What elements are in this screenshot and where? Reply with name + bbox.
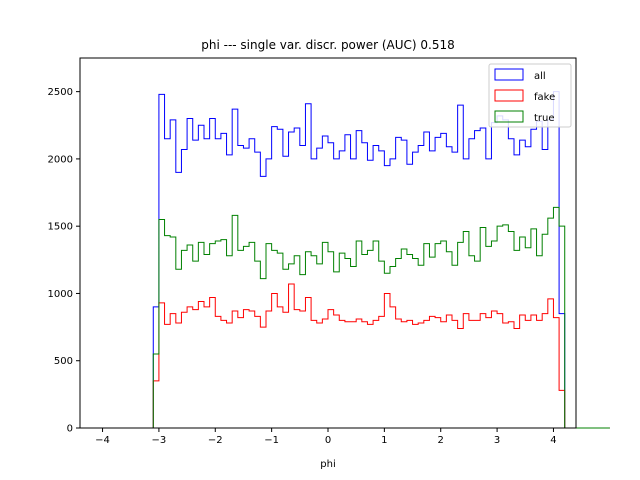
legend-box: [488, 63, 572, 128]
y-tick-label: 1000: [48, 289, 73, 300]
x-axis: −4 −3 −2 −1 0 1 2 3 4: [95, 428, 557, 446]
legend: all fake true: [488, 63, 572, 128]
x-tick-label: −4: [95, 435, 110, 446]
y-tick-label: 2000: [48, 154, 73, 165]
y-tick-label: 0: [67, 424, 73, 435]
legend-label-true: true: [534, 113, 555, 124]
legend-label-fake: fake: [534, 92, 555, 103]
x-tick-label: 2: [438, 435, 444, 446]
x-tick-label: 4: [550, 435, 556, 446]
x-axis-label: phi: [320, 459, 335, 470]
series-line-fake: [102, 283, 610, 429]
series-line-all: [102, 91, 610, 429]
legend-swatch-true: [494, 110, 524, 123]
x-tick-label: −3: [152, 435, 167, 446]
chart-title: phi --- single var. discr. power (AUC) 0…: [201, 38, 455, 52]
x-tick-label: 3: [494, 435, 500, 446]
series-line-true: [102, 206, 610, 429]
y-axis: 0 500 1000 1500 2000 2500: [48, 87, 80, 435]
legend-swatch-all: [494, 68, 524, 81]
legend-swatch-fake: [494, 89, 524, 102]
x-tick-label: −1: [264, 435, 279, 446]
plot-area: [102, 91, 610, 429]
legend-label-all: all: [534, 71, 546, 82]
y-tick-label: 2500: [48, 87, 73, 98]
x-tick-label: 1: [381, 435, 387, 446]
x-tick-label: 0: [325, 435, 331, 446]
y-tick-label: 500: [54, 356, 73, 367]
x-tick-label: −2: [208, 435, 223, 446]
y-tick-label: 1500: [48, 222, 73, 233]
